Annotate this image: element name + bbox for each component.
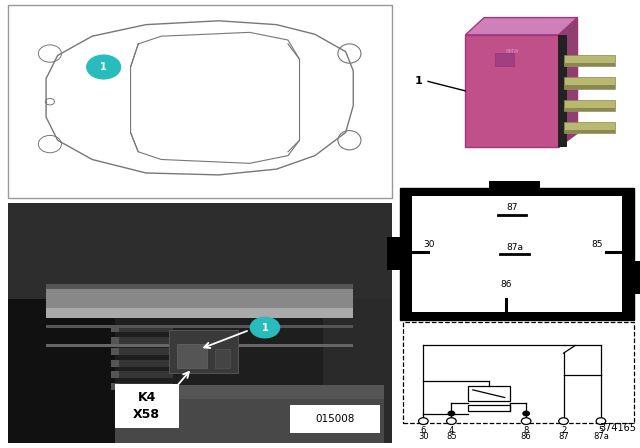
Bar: [489, 181, 540, 190]
Text: 374165: 374165: [600, 423, 637, 433]
Text: BMW: BMW: [505, 49, 519, 54]
Bar: [564, 55, 615, 66]
Bar: [403, 322, 634, 423]
Bar: [465, 35, 559, 147]
Text: 1: 1: [415, 77, 422, 86]
Bar: [557, 35, 567, 147]
Circle shape: [250, 317, 280, 338]
Bar: [46, 308, 353, 318]
Text: 2: 2: [561, 426, 566, 435]
Bar: [169, 330, 238, 373]
Bar: [111, 371, 119, 379]
Bar: [8, 5, 392, 198]
Bar: [111, 360, 173, 367]
Bar: [111, 325, 173, 332]
Text: 85: 85: [592, 240, 604, 249]
Bar: [111, 348, 119, 355]
Bar: [323, 203, 392, 443]
Bar: [215, 349, 230, 368]
Bar: [111, 383, 119, 390]
Polygon shape: [465, 17, 577, 35]
Text: 87: 87: [506, 203, 518, 212]
Bar: [564, 85, 615, 89]
Bar: [46, 344, 353, 347]
Text: 1: 1: [100, 62, 107, 72]
Text: 6: 6: [420, 426, 426, 435]
Circle shape: [522, 418, 531, 425]
Bar: [46, 284, 353, 289]
Text: 30: 30: [418, 432, 429, 441]
Bar: [468, 405, 510, 411]
Bar: [46, 325, 353, 327]
Circle shape: [447, 418, 456, 425]
Bar: [115, 385, 384, 400]
Bar: [564, 130, 615, 134]
Polygon shape: [559, 17, 577, 147]
Bar: [115, 384, 179, 428]
Bar: [8, 203, 392, 299]
Text: K4: K4: [138, 391, 156, 404]
Text: 85: 85: [446, 432, 457, 441]
Bar: [564, 108, 615, 111]
Text: 87a: 87a: [593, 432, 609, 441]
Text: 87: 87: [558, 432, 569, 441]
Circle shape: [523, 411, 529, 416]
Bar: [564, 100, 615, 111]
Text: 86: 86: [521, 432, 531, 441]
Bar: [400, 188, 634, 320]
Text: 4: 4: [449, 426, 454, 435]
Text: 86: 86: [500, 280, 511, 289]
Text: 1: 1: [262, 323, 268, 332]
Bar: [468, 386, 510, 401]
Text: 87a: 87a: [506, 242, 523, 252]
Circle shape: [596, 418, 605, 425]
Bar: [111, 383, 173, 390]
Bar: [564, 122, 615, 134]
Bar: [412, 196, 622, 312]
Bar: [111, 325, 119, 332]
Bar: [111, 360, 119, 367]
Text: 30: 30: [423, 240, 435, 249]
Bar: [495, 53, 514, 66]
Text: 015008: 015008: [316, 414, 355, 424]
Bar: [111, 337, 119, 344]
Bar: [115, 400, 384, 443]
Bar: [111, 371, 173, 379]
Circle shape: [419, 418, 428, 425]
Text: 8: 8: [524, 426, 529, 435]
Bar: [8, 203, 392, 443]
Text: 5: 5: [598, 426, 604, 435]
Circle shape: [559, 418, 568, 425]
Text: X58: X58: [133, 408, 160, 421]
Bar: [387, 237, 401, 270]
Bar: [290, 405, 380, 433]
Bar: [177, 345, 207, 368]
Bar: [8, 203, 115, 443]
Circle shape: [448, 411, 454, 416]
Bar: [111, 348, 173, 355]
Bar: [632, 261, 640, 294]
Bar: [564, 63, 615, 66]
Circle shape: [87, 55, 120, 79]
Bar: [46, 287, 353, 311]
Bar: [111, 337, 173, 344]
Bar: [564, 78, 615, 89]
